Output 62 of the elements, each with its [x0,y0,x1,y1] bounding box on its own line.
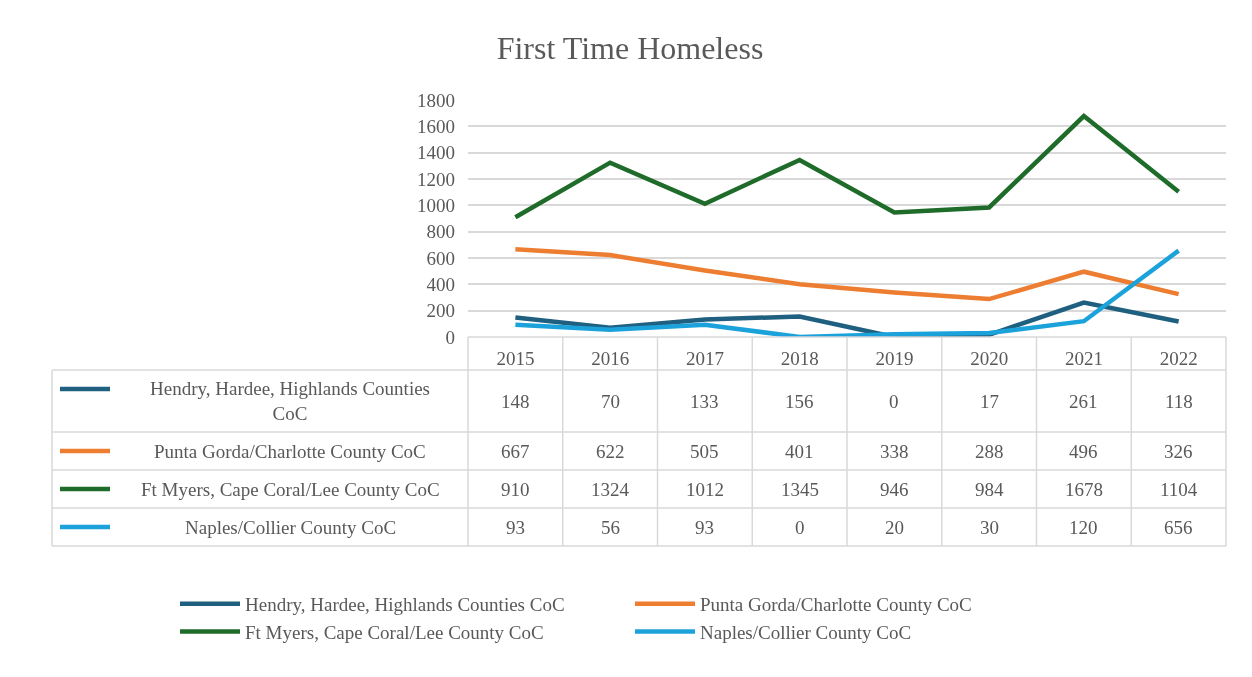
data-label: 338 [880,441,909,462]
y-tick-label: 800 [426,221,455,243]
text: Ft Myers, Cape Coral/Lee County CoC [245,621,544,643]
data-label: 1012 [686,479,724,500]
y-tick-label: 1000 [417,194,455,216]
x-tick-label: 2017 [685,348,724,369]
data-label: 148 [501,391,530,412]
data-label: 622 [596,441,625,462]
line-series [513,113,1181,220]
legend-label: Naples/Collier County CoC [700,621,912,643]
data-label: 156 [785,391,814,412]
data-label: 1345 [781,479,819,500]
data-label: 261 [1069,391,1098,412]
data-label: 667 [501,441,530,462]
data-label: 1678 [1065,479,1103,500]
y-tick-label: 1200 [417,168,455,190]
x-tick-label: 2016 [591,348,630,369]
data-label: 118 [1165,391,1193,412]
legend-label: Hendry, Hardee, Highlands Counties CoC [150,378,431,424]
data-label: 505 [690,441,719,462]
data-label: 984 [975,479,1004,500]
data-label: 401 [785,441,814,462]
y-tick-label: 1600 [417,115,455,137]
data-label: 70 [601,391,620,412]
data-label: 0 [889,391,899,412]
data-label: 17 [980,391,999,412]
data-label: 1324 [591,479,630,500]
x-tick-label: 2022 [1159,348,1198,369]
y-tick-label: 200 [426,300,455,322]
data-label: 656 [1164,517,1193,538]
data-label: 0 [795,517,805,538]
x-tick-label: 2020 [970,348,1009,369]
data-label: 133 [690,391,719,412]
data-label: 93 [695,517,714,538]
legend-label: Ft Myers, Cape Coral/Lee County CoC [141,479,440,500]
line-series [513,248,1181,337]
data-label: 288 [975,441,1004,462]
data-label: 120 [1069,517,1098,538]
data-label: 326 [1164,441,1193,462]
chart-title: First Time Homeless [496,30,764,67]
legend-label: Punta Gorda/Charlotte County CoC [154,441,426,462]
data-label: 20 [885,517,904,538]
data-label: 910 [501,479,530,500]
data-label: 1104 [1160,479,1198,500]
data-label: 56 [601,517,620,538]
y-tick-label: 600 [426,247,455,269]
y-tick-label: 400 [426,273,455,295]
line-series [513,246,1181,302]
x-tick-label: 2018 [780,348,819,369]
data-label: 93 [506,517,525,538]
x-tick-label: 2015 [496,348,535,369]
x-tick-label: 2019 [875,348,914,369]
text: Punta Gorda/Charlotte County CoC [700,594,972,616]
x-tick-label: 2021 [1064,348,1103,369]
y-tick-label: 0 [445,326,455,348]
y-tick-label: 1400 [417,142,455,164]
y-tick-label: 1800 [417,89,455,111]
text: Hendry, Hardee, Highlands Counties CoC [245,594,565,616]
text: Naples/Collier County CoC [185,517,397,538]
data-label: 496 [1069,441,1098,462]
data-label: 946 [880,479,909,500]
data-label: 30 [980,517,999,538]
